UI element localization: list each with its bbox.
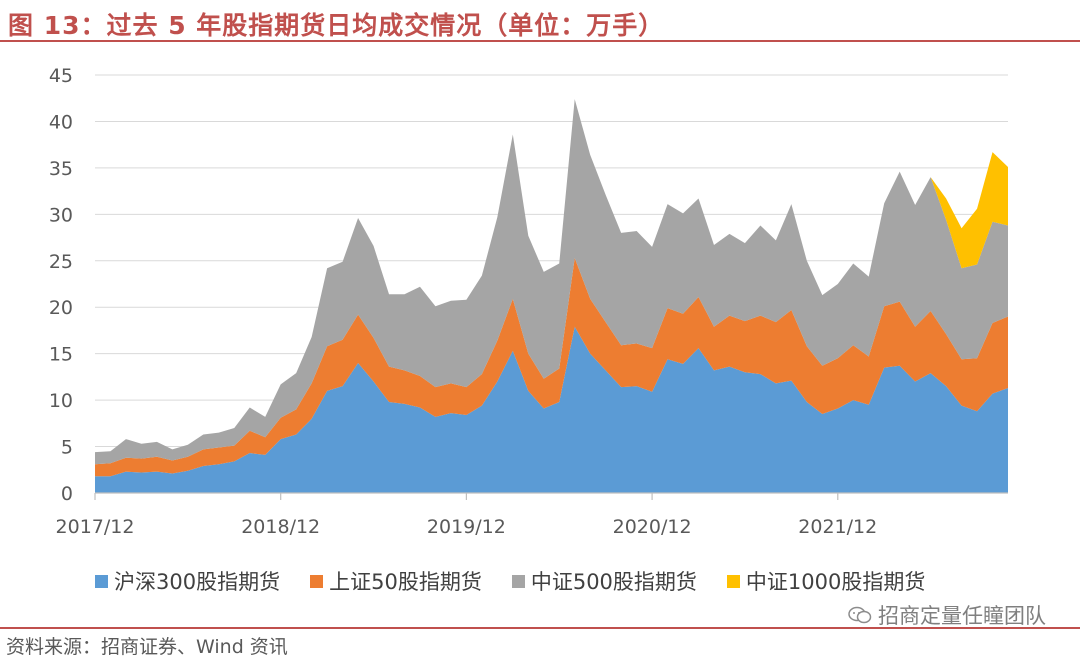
x-tick-label: 2020/12 [613, 516, 692, 538]
legend-swatch [310, 574, 324, 588]
legend-label: 中证1000股指期货 [745, 570, 926, 594]
y-tick-label: 45 [49, 65, 73, 87]
x-tick-label: 2018/12 [241, 516, 320, 538]
footer-rule [0, 627, 1080, 629]
y-tick-label: 0 [61, 483, 73, 505]
y-tick-label: 35 [49, 158, 73, 180]
legend-label: 上证50股指期货 [329, 570, 482, 594]
x-tick-label: 2017/12 [56, 516, 135, 538]
legend-item: 沪深300股指期货 [95, 566, 280, 596]
y-tick-label: 5 [61, 437, 73, 459]
y-tick-label: 30 [49, 204, 73, 226]
figure-title: 图 13：过去 5 年股指期货日均成交情况（单位：万手） [8, 11, 665, 40]
y-tick-label: 15 [49, 344, 73, 366]
x-tick-label: 2021/12 [798, 516, 877, 538]
x-tick-labels: 2017/12 2018/12 2019/12 2020/12 2021/12 [56, 516, 878, 538]
area-series-0 [95, 326, 1008, 493]
legend-swatch [95, 574, 108, 588]
legend-item: 中证500股指期货 [511, 566, 697, 596]
wechat-icon [848, 606, 872, 624]
area-series [95, 99, 1008, 493]
legend-label: 中证500股指期货 [530, 570, 697, 594]
y-tick-labels: 0 5 10 15 20 25 30 35 40 45 [49, 65, 73, 505]
x-tick-label: 2019/12 [427, 516, 506, 538]
legend-item: 上证50股指期货 [310, 566, 482, 596]
y-tick-label: 20 [49, 297, 73, 319]
title-rule [0, 40, 1080, 42]
source-note: 资料来源：招商证券、Wind 资讯 [6, 636, 288, 658]
area-series-3 [930, 152, 1008, 269]
stacked-area-chart: 0 5 10 15 20 25 30 35 40 45 2017/12 2018/12 2019/12… [49, 65, 1008, 538]
gridlines [95, 74, 1008, 448]
area-series-2 [95, 99, 1008, 465]
legend: 沪深300股指期货 上证50股指期货 中证500股指期货 中证1000股指期货 [95, 566, 925, 596]
watermark-text: 招商定量任瞳团队 [878, 604, 1046, 628]
legend-label: 沪深300股指期货 [114, 570, 281, 594]
axes [94, 492, 1008, 500]
y-tick-label: 40 [49, 111, 73, 133]
legend-swatch [511, 574, 525, 588]
y-tick-label: 10 [49, 390, 73, 412]
area-series-1 [95, 257, 1008, 477]
y-tick-label: 25 [49, 251, 73, 273]
watermark: 招商定量任瞳团队 [848, 600, 1046, 630]
legend-item: 中证1000股指期货 [726, 566, 926, 596]
legend-swatch [726, 574, 740, 588]
